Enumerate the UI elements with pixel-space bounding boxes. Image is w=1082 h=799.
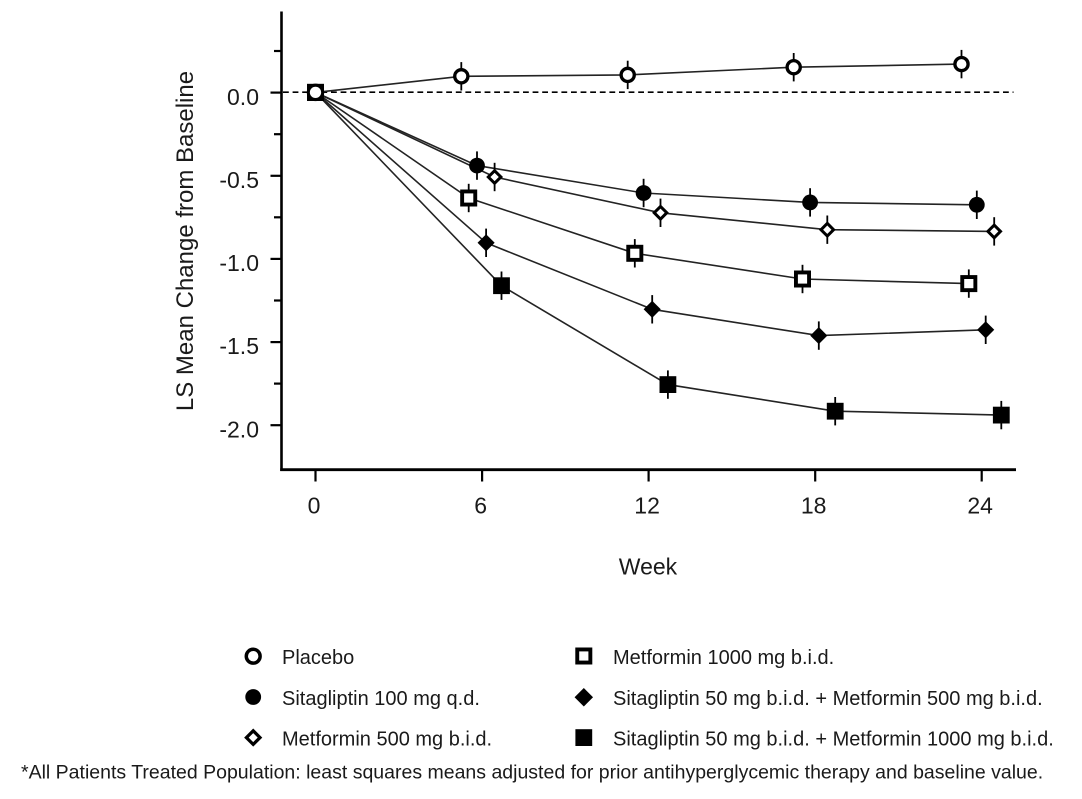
svg-text:-1.5: -1.5: [219, 333, 259, 359]
svg-text:18: 18: [801, 493, 827, 519]
svg-text:Sitagliptin 100 mg q.d.: Sitagliptin 100 mg q.d.: [282, 688, 480, 710]
svg-text:Metformin 1000 mg b.i.d.: Metformin 1000 mg b.i.d.: [613, 647, 834, 669]
svg-text:0: 0: [308, 493, 321, 519]
svg-text:0.0: 0.0: [227, 84, 259, 110]
svg-text:Week: Week: [619, 554, 678, 580]
svg-text:12: 12: [634, 493, 660, 519]
svg-text:6: 6: [474, 493, 487, 519]
svg-text:*All Patients Treated Populati: *All Patients Treated Population: least …: [21, 762, 1043, 784]
svg-text:Metformin 500 mg b.i.d.: Metformin 500 mg b.i.d.: [282, 729, 492, 751]
svg-text:Sitagliptin 50 mg b.i.d. + Met: Sitagliptin 50 mg b.i.d. + Metformin 100…: [613, 729, 1054, 751]
svg-text:Placebo: Placebo: [282, 647, 354, 669]
svg-text:-1.0: -1.0: [219, 250, 259, 276]
svg-text:Sitagliptin 50 mg b.i.d. + Met: Sitagliptin 50 mg b.i.d. + Metformin 500…: [613, 688, 1043, 710]
svg-text:24: 24: [967, 493, 993, 519]
svg-text:LS Mean Change from Baseline: LS Mean Change from Baseline: [172, 71, 199, 411]
svg-text:-0.5: -0.5: [219, 167, 259, 193]
svg-text:-2.0: -2.0: [219, 416, 259, 442]
